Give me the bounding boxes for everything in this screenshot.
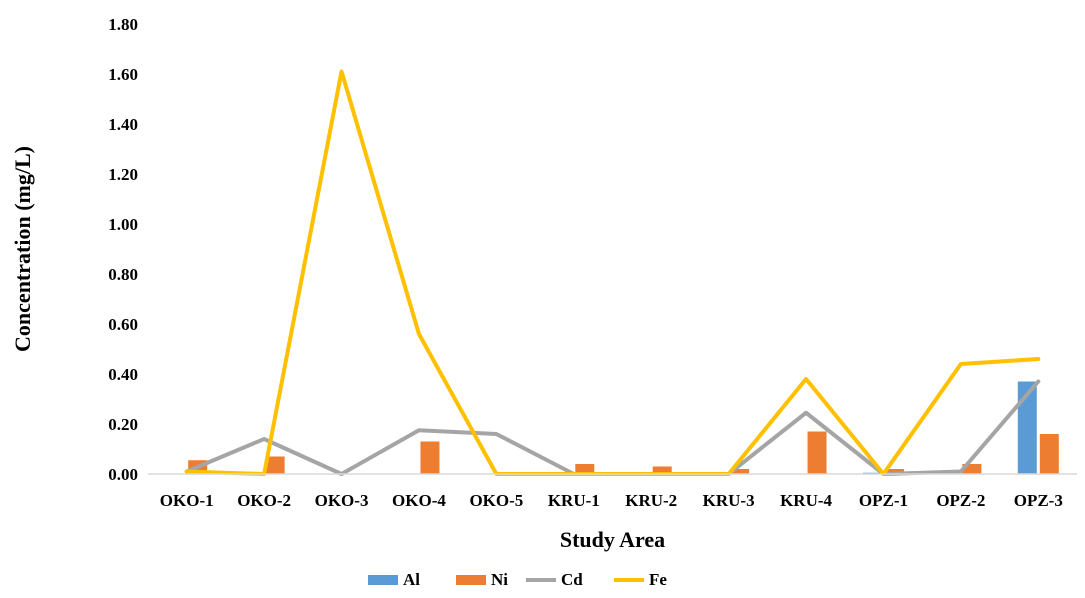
y-tick-label: 0.40 — [108, 365, 138, 384]
bar-al — [1017, 381, 1037, 474]
x-tick-label: OPZ-1 — [859, 491, 908, 510]
x-tick-label: OKO-3 — [315, 491, 369, 510]
bar-ni — [652, 466, 672, 474]
y-tick-label: 1.40 — [108, 115, 138, 134]
x-tick-label: OKO-5 — [469, 491, 523, 510]
y-tick-label: 1.20 — [108, 165, 138, 184]
x-tick-label: OKO-2 — [237, 491, 291, 510]
y-tick-label: 1.80 — [108, 15, 138, 34]
x-tick-label: OPZ-2 — [936, 491, 985, 510]
legend: Al Ni Cd Fe — [368, 570, 667, 589]
x-axis-title: Study Area — [560, 527, 665, 552]
bar-ni — [265, 456, 285, 474]
x-tick-label: OPZ-3 — [1014, 491, 1063, 510]
bar-ni — [575, 464, 595, 474]
bar-ni — [420, 441, 440, 474]
legend-swatch-al — [368, 575, 398, 585]
bar-ni — [730, 469, 750, 474]
x-tick-label: KRU-4 — [780, 491, 832, 510]
x-tick-label: OKO-4 — [392, 491, 446, 510]
line-fe — [184, 69, 1041, 476]
y-tick-label: 1.60 — [108, 65, 138, 84]
y-tick-label: 0.00 — [108, 465, 138, 484]
legend-label-fe: Fe — [649, 570, 667, 589]
legend-label-al: Al — [403, 570, 420, 589]
line-series — [184, 69, 1041, 476]
x-tick-label: KRU-3 — [703, 491, 755, 510]
line-cd — [184, 379, 1041, 476]
bar-ni — [1039, 434, 1059, 474]
y-axis-title: Concentration (mg/L) — [10, 146, 35, 352]
legend-label-cd: Cd — [561, 570, 583, 589]
y-tick-label: 0.80 — [108, 265, 138, 284]
y-axis-ticks: 0.00 0.20 0.40 0.60 0.80 1.00 1.20 1.40 1.60 1.80 — [108, 15, 138, 484]
y-tick-label: 0.60 — [108, 315, 138, 334]
x-tick-label: KRU-1 — [548, 491, 600, 510]
legend-label-ni: Ni — [491, 570, 508, 589]
x-tick-label: KRU-2 — [625, 491, 677, 510]
x-tick-label: OKO-1 — [160, 491, 214, 510]
bar-ni — [884, 469, 904, 474]
bar-ni — [807, 431, 827, 474]
y-tick-label: 0.20 — [108, 415, 138, 434]
y-tick-label: 1.00 — [108, 215, 138, 234]
bar-series — [188, 381, 1059, 474]
bar-ni — [962, 464, 982, 474]
x-axis-ticks: OKO-1 OKO-2 OKO-3 OKO-4 OKO-5 KRU-1 KRU-2 KRU-3… — [160, 491, 1063, 510]
legend-swatch-ni — [456, 575, 486, 585]
